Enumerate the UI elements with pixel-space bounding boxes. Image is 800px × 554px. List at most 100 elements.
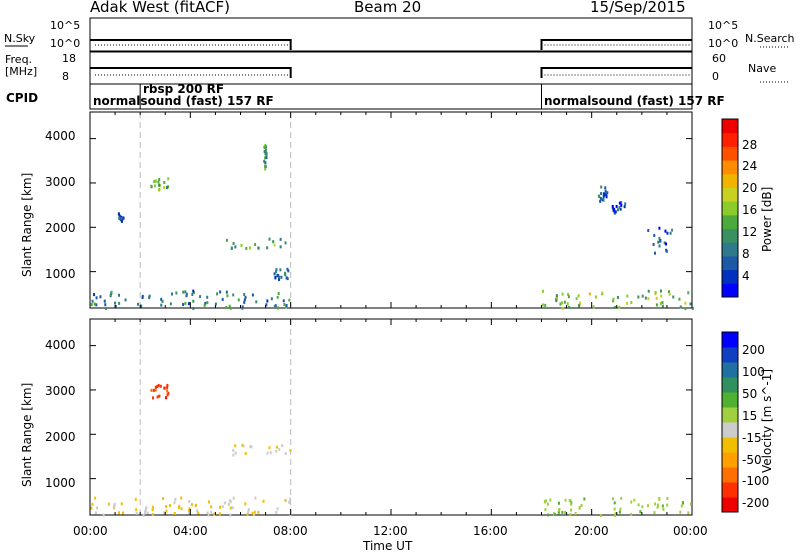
pscatter-cell-9-30 (184, 290, 187, 294)
vel-tick-neg15: -15 (742, 431, 762, 445)
pscatter-cell-1-8 (163, 181, 166, 185)
pscatter-cell-4-6 (286, 277, 289, 281)
pscatter-cell-9-40 (137, 302, 140, 306)
pscatter-cell-8-44 (637, 295, 640, 299)
power-tick-20: 20 (742, 181, 758, 195)
pscatter-cell-8-46 (594, 295, 597, 299)
pscatter-cell-9-62 (110, 290, 113, 294)
vscatter-cell-3-32 (251, 511, 254, 515)
vscatter-cell-3-58 (210, 510, 213, 514)
pscatter-cell-9-59 (141, 294, 144, 298)
power-tick-24: 24 (742, 159, 758, 173)
pscatter-cell-5-3 (600, 192, 603, 196)
vscatter-cell-3-31 (190, 503, 193, 507)
pscatter-cell-8-47 (654, 291, 657, 295)
pscatter-cell-9-67 (93, 302, 96, 306)
pscatter-cell-2-12 (272, 240, 275, 244)
power-colorbar-swatch-7 (722, 187, 738, 202)
vscatter-cell-2-24 (614, 512, 617, 516)
vscatter-cell-0-1 (166, 389, 169, 393)
pscatter-cell-9-63 (255, 300, 258, 304)
vscatter-cell-3-26 (165, 505, 168, 509)
vscatter-cell-1-0 (232, 453, 235, 457)
vscatter-cell-3-66 (113, 502, 116, 506)
vscatter-cell-2-12 (639, 510, 642, 514)
pscatter-cell-0-15 (122, 216, 125, 220)
xtick-0800: 08:00 (273, 524, 308, 538)
vscatter-cell-1-7 (281, 444, 284, 448)
vscatter-cell-3-60 (122, 511, 125, 515)
freq-unit-label: [MHz] (5, 65, 38, 78)
pscatter-cell-2-15 (245, 246, 248, 250)
velocity-colorbar-swatch-7 (722, 392, 738, 408)
pscatter-cell-4-12 (286, 267, 289, 271)
freq-label: Freq. (5, 53, 33, 66)
pscatter-cell-9-0 (114, 301, 117, 305)
vscatter-cell-3-70 (188, 499, 191, 503)
vscatter-cell-3-67 (275, 510, 278, 514)
pscatter-cell-9-46 (273, 305, 276, 309)
pscatter-cell-9-24 (203, 303, 206, 307)
pscatter-cell-0-14 (117, 212, 120, 216)
pscatter-cell-6-7 (615, 204, 618, 208)
nsky-tick-high: 10^5 (50, 19, 81, 32)
power-colorbar-swatch-9 (722, 160, 738, 175)
vscatter-cell-3-46 (165, 509, 168, 513)
pscatter-cell-3-17 (265, 153, 268, 157)
pscatter-cell-3-14 (265, 155, 268, 159)
pscatter-cell-9-49 (160, 297, 163, 301)
vscatter-cell-3-45 (194, 503, 197, 507)
pscatter-cell-2-8 (266, 246, 269, 250)
pscatter-cell-8-8 (561, 306, 564, 310)
pscatter-cell-9-21 (232, 293, 235, 297)
power-colorbar-swatch-4 (722, 228, 738, 243)
pscatter-cell-9-75 (283, 302, 286, 306)
vscatter-cell-2-58 (563, 510, 566, 514)
pscatter-cell-3-15 (264, 164, 267, 168)
pscatter-cell-9-55 (221, 297, 224, 301)
pscatter-cell-3-10 (263, 159, 266, 163)
vscatter-cell-0-16 (166, 385, 169, 389)
pscatter-cell-9-7 (265, 303, 268, 307)
vscatter-cell-3-22 (276, 507, 279, 511)
power-tick-4: 4 (742, 269, 750, 283)
vscatter-cell-3-25 (151, 512, 154, 516)
pscatter-cell-4-13 (287, 269, 290, 273)
vscatter-cell-1-10 (266, 451, 269, 455)
panel-frames (5, 17, 790, 516)
pscatter-cell-2-9 (232, 241, 235, 245)
pscatter-cell-1-7 (167, 177, 170, 181)
pscatter-cell-9-51 (160, 303, 163, 307)
pscatter-cell-8-40 (667, 290, 670, 294)
pscatter-cell-9-2 (243, 300, 246, 304)
velocity-colorbar-swatch-2 (722, 467, 738, 483)
pscatter-cell-8-1 (630, 300, 633, 304)
vscatter-cell-3-14 (142, 513, 145, 517)
vscatter-cell-3-59 (107, 502, 110, 506)
beam-title: Beam 20 (354, 0, 422, 16)
vscatter-cell-3-76 (152, 505, 155, 509)
pscatter-cell-6-10 (620, 203, 623, 207)
pscatter-cell-8-49 (647, 289, 650, 293)
pscatter-cell-4-17 (275, 268, 278, 272)
vscatter-cell-3-6 (246, 513, 249, 517)
pscatter-cell-6-8 (619, 207, 622, 211)
vscatter-cell-3-29 (135, 508, 138, 512)
pscatter-cell-9-26 (109, 293, 112, 297)
pscatter-cell-9-42 (95, 303, 98, 307)
pscatter-cell-9-66 (118, 293, 121, 297)
vscatter-cell-2-20 (561, 510, 564, 514)
vel-tick-50: 50 (742, 387, 758, 401)
vscatter-cell-2-30 (658, 497, 661, 501)
vscatter-cell-3-8 (206, 511, 209, 515)
cpid-segment-1: normalsound (fast) 157 RF (93, 94, 274, 108)
pscatter-cell-8-56 (612, 297, 615, 301)
vscatter-cell-2-1 (666, 503, 669, 507)
pscatter-cell-9-48 (226, 294, 229, 298)
power-tick-8: 8 (742, 247, 750, 261)
velocity-colorbar-swatch-8 (722, 377, 738, 393)
velocity-scatter (90, 383, 692, 517)
vscatter-cell-2-22 (613, 507, 616, 511)
power-colorbar-frame (721, 118, 739, 298)
nsky-trace-a (90, 39, 292, 50)
